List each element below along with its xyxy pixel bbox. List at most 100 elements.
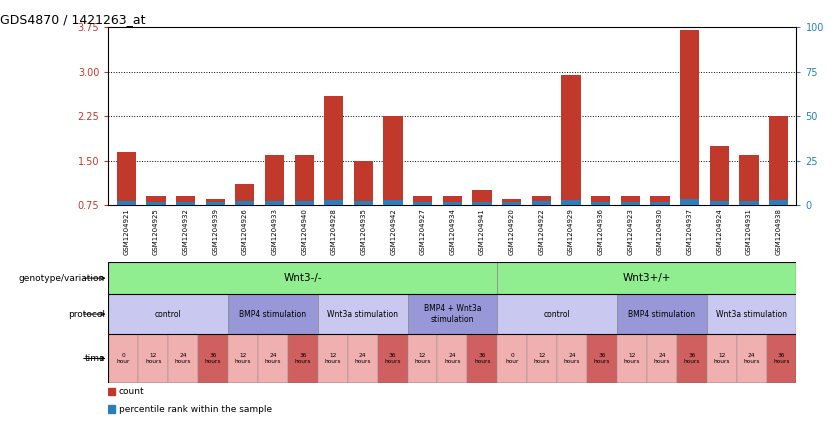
Bar [318, 334, 348, 383]
Text: Wnt3a stimulation: Wnt3a stimulation [716, 310, 787, 319]
Bar [620, 202, 640, 250]
Bar [647, 334, 677, 383]
Bar [348, 334, 378, 383]
Text: Wnt3+/+: Wnt3+/+ [623, 273, 671, 283]
Text: BMP4 + Wnt3a
stimulation: BMP4 + Wnt3a stimulation [424, 305, 481, 324]
Text: GSM1204924: GSM1204924 [716, 208, 722, 255]
Text: 36
hours: 36 hours [773, 353, 790, 364]
Bar [108, 262, 497, 294]
Bar [532, 196, 551, 250]
Text: percentile rank within the sample: percentile rank within the sample [118, 405, 272, 414]
Bar [228, 294, 318, 334]
Bar [146, 202, 165, 250]
Text: 36
hours: 36 hours [294, 353, 311, 364]
Text: 36
hours: 36 hours [205, 353, 221, 364]
Bar [766, 334, 796, 383]
Bar [108, 405, 114, 413]
Text: 36
hours: 36 hours [474, 353, 490, 364]
Bar [497, 294, 617, 334]
Text: 12
hours: 12 hours [145, 353, 162, 364]
Text: control: control [155, 310, 182, 319]
Text: 24
hours: 24 hours [445, 353, 460, 364]
Bar [108, 334, 138, 383]
Text: GSM1204933: GSM1204933 [272, 208, 278, 255]
Bar [258, 334, 288, 383]
Bar [651, 196, 670, 250]
Text: 24
hours: 24 hours [264, 353, 281, 364]
Text: GSM1204935: GSM1204935 [360, 208, 366, 255]
Text: 12
hours: 12 hours [235, 353, 251, 364]
Text: GSM1204931: GSM1204931 [746, 208, 752, 255]
Text: 24
hours: 24 hours [175, 353, 192, 364]
Text: GSM1204934: GSM1204934 [450, 208, 455, 255]
Bar [740, 201, 759, 250]
Bar [413, 202, 432, 250]
Bar [443, 196, 462, 250]
Bar [294, 155, 314, 250]
Bar [235, 201, 254, 250]
Bar [680, 199, 700, 250]
Bar [443, 202, 462, 250]
Bar [384, 200, 403, 250]
Text: 36
hours: 36 hours [594, 353, 610, 364]
Bar [680, 30, 700, 250]
Text: protocol: protocol [68, 310, 105, 319]
Bar [205, 202, 225, 250]
Text: GSM1204923: GSM1204923 [627, 208, 633, 255]
Text: GDS4870 / 1421263_at: GDS4870 / 1421263_at [0, 14, 145, 26]
Text: time: time [84, 354, 105, 363]
Text: GSM1204922: GSM1204922 [539, 208, 545, 255]
Bar [408, 294, 497, 334]
Text: GSM1204941: GSM1204941 [479, 208, 485, 255]
Text: 0
hour: 0 hour [117, 353, 130, 364]
Bar [561, 200, 580, 250]
Bar [198, 334, 228, 383]
Bar [318, 294, 408, 334]
Bar [620, 196, 640, 250]
Text: GSM1204932: GSM1204932 [183, 208, 188, 255]
Bar [294, 201, 314, 250]
Text: GSM1204921: GSM1204921 [123, 208, 129, 255]
Bar [205, 199, 225, 250]
Bar [473, 202, 492, 250]
Bar [769, 200, 788, 250]
Bar [617, 334, 647, 383]
Bar [502, 199, 521, 250]
Bar [706, 334, 736, 383]
Bar [497, 334, 527, 383]
Text: GSM1204926: GSM1204926 [242, 208, 248, 255]
Bar [117, 152, 136, 250]
Bar [473, 190, 492, 250]
Bar [324, 200, 344, 250]
Text: count: count [118, 387, 144, 396]
Bar [651, 202, 670, 250]
Text: 24
hours: 24 hours [743, 353, 760, 364]
Text: 24
hours: 24 hours [654, 353, 670, 364]
Bar [736, 334, 766, 383]
Bar [591, 202, 610, 250]
Bar [527, 334, 557, 383]
Text: GSM1204938: GSM1204938 [776, 208, 781, 255]
Bar [591, 196, 610, 250]
Bar [265, 155, 284, 250]
Text: GSM1204939: GSM1204939 [212, 208, 219, 255]
Bar [324, 96, 344, 250]
Bar [265, 201, 284, 250]
Bar [587, 334, 617, 383]
Bar [288, 334, 318, 383]
Text: control: control [544, 310, 570, 319]
Bar [176, 196, 195, 250]
Bar [408, 334, 438, 383]
Text: 24
hours: 24 hours [564, 353, 580, 364]
Text: GSM1204937: GSM1204937 [686, 208, 693, 255]
Bar [413, 196, 432, 250]
Bar [138, 334, 168, 383]
Bar [108, 387, 114, 395]
Text: 24
hours: 24 hours [354, 353, 371, 364]
Text: 0
hour: 0 hour [505, 353, 519, 364]
Text: 12
hours: 12 hours [624, 353, 641, 364]
Text: 36
hours: 36 hours [384, 353, 401, 364]
Text: 12
hours: 12 hours [534, 353, 550, 364]
Bar [228, 334, 258, 383]
Bar [354, 201, 373, 250]
